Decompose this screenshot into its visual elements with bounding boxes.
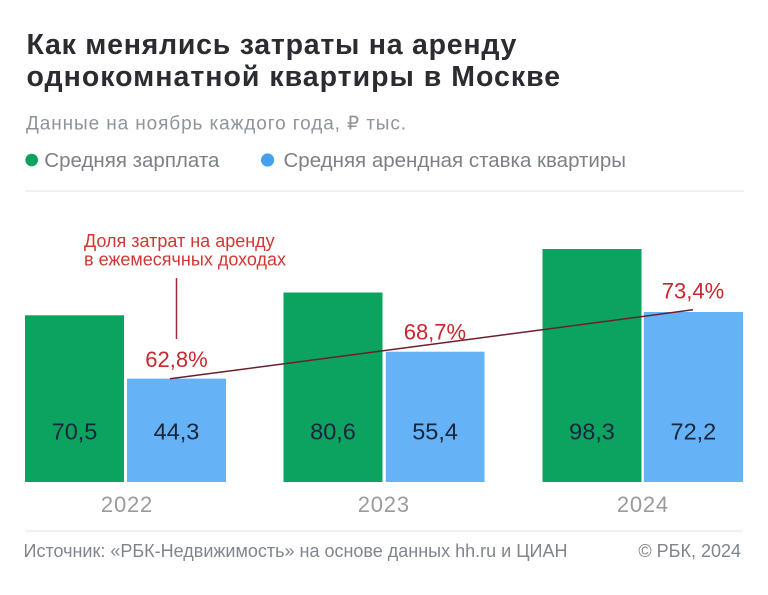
svg-text:Данные на ноябрь каждого года,: Данные на ноябрь каждого года, ₽ тыс.: [26, 114, 407, 135]
svg-text:68,7%: 68,7%: [404, 320, 466, 345]
svg-text:62,8%: 62,8%: [145, 347, 207, 372]
svg-text:однокомнатной квартиры в Москв: однокомнатной квартиры в Москве: [27, 61, 562, 93]
svg-text:© РБК, 2024: © РБК, 2024: [638, 541, 741, 561]
svg-text:98,3: 98,3: [569, 419, 615, 445]
svg-text:80,6: 80,6: [310, 419, 356, 445]
svg-text:72,2: 72,2: [671, 419, 717, 445]
svg-text:Доля затрат на аренду: Доля затрат на аренду: [84, 231, 275, 251]
svg-text:70,5: 70,5: [52, 419, 98, 445]
svg-text:2023: 2023: [358, 492, 410, 517]
svg-text:73,4%: 73,4%: [662, 279, 724, 304]
svg-text:в ежемесячных доходах: в ежемесячных доходах: [84, 250, 286, 270]
svg-text:2022: 2022: [101, 492, 153, 517]
svg-text:Средняя зарплата: Средняя зарплата: [44, 149, 220, 172]
svg-text:Как менялись затраты на аренду: Как менялись затраты на аренду: [27, 29, 518, 61]
svg-text:Источник: «РБК-Недвижимость» н: Источник: «РБК-Недвижимость» на основе д…: [24, 541, 568, 561]
svg-text:44,3: 44,3: [154, 419, 200, 445]
svg-text:Средняя арендная ставка кварти: Средняя арендная ставка квартиры: [284, 149, 627, 172]
svg-text:2024: 2024: [617, 492, 669, 517]
svg-text:55,4: 55,4: [412, 419, 458, 445]
